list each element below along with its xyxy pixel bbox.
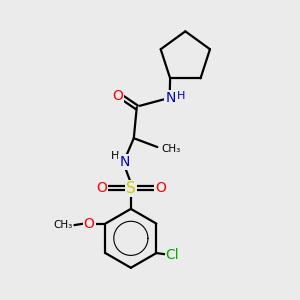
- Text: O: O: [84, 217, 94, 231]
- Text: N: N: [165, 92, 176, 106]
- Text: H: H: [177, 91, 186, 101]
- Text: H: H: [111, 152, 120, 161]
- Text: N: N: [119, 155, 130, 169]
- Text: S: S: [126, 181, 136, 196]
- Text: O: O: [96, 181, 107, 195]
- Text: CH₃: CH₃: [53, 220, 72, 230]
- Text: Cl: Cl: [166, 248, 179, 262]
- Text: O: O: [112, 88, 123, 103]
- Text: CH₃: CH₃: [161, 143, 180, 154]
- Text: O: O: [155, 181, 166, 195]
